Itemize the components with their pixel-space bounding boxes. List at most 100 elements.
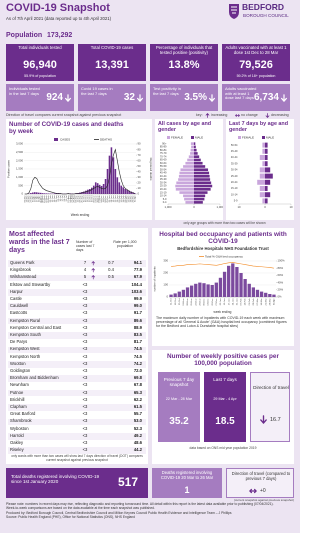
row-band xyxy=(8,361,146,368)
panel-title: Last 7 days by age and gender xyxy=(229,121,289,134)
bar xyxy=(194,152,198,155)
bar xyxy=(116,177,119,194)
ward-rate-total: 91.7 xyxy=(133,310,142,316)
footer-text: Source: Public Health England (PHE), Off… xyxy=(6,515,135,520)
arrow-path xyxy=(205,112,210,118)
x-tick-label: 08-Jan xyxy=(111,195,113,202)
ward-name: Kempston West xyxy=(10,346,40,352)
bar xyxy=(259,192,265,198)
y2-tick-label: 100% xyxy=(278,259,286,263)
x-tick-label: 26-Jun xyxy=(56,195,58,202)
bar xyxy=(214,282,218,297)
bar xyxy=(185,287,190,297)
x-tick-label: 18-Oct xyxy=(174,298,177,305)
x-tick-label: 11-Sep xyxy=(78,195,80,203)
y-tick-label: 20-24 xyxy=(160,187,167,191)
bar xyxy=(259,186,265,191)
section-title: Hospital bed occupancy and patients with… xyxy=(159,231,287,246)
y-tick-label: 10-14 xyxy=(231,192,238,196)
ward-name: Kempston South xyxy=(10,332,41,337)
legend-swatch xyxy=(191,136,194,139)
x-tick-label: 05-Feb xyxy=(119,195,121,203)
bar xyxy=(185,201,194,204)
y-tick-label: 0 xyxy=(21,192,23,196)
x-tick-label: 21-Feb xyxy=(249,298,251,306)
ward-cases: <3 xyxy=(82,418,88,424)
x-tick-label: 14-Mar xyxy=(260,298,263,305)
ward-rate-total: 99.9 xyxy=(133,296,142,301)
x-tick-label: 13-Dec xyxy=(208,298,210,306)
row-band xyxy=(8,303,146,310)
x-tick-label: 19-Mar xyxy=(130,195,133,202)
x-tick-label: 25-Oct xyxy=(178,298,181,305)
rate-label: Last 7 days xyxy=(213,377,237,382)
row-band xyxy=(8,274,146,282)
bar xyxy=(190,148,194,152)
section-title: Most affected wards in the last 7 days xyxy=(9,231,70,255)
tile-value: 517 xyxy=(117,475,138,489)
x-tick-label: 26-Feb xyxy=(125,195,127,203)
bar xyxy=(265,186,268,191)
ward-cases: <3 xyxy=(82,303,88,309)
bar xyxy=(231,263,235,297)
y-tick-label: 10-14 xyxy=(160,194,167,198)
bar xyxy=(194,142,196,145)
rate-label: Direction of travel xyxy=(253,385,289,390)
rate-box: Direction of travel 16.7 xyxy=(250,372,290,442)
y-tick-label: 35-39 xyxy=(231,161,238,165)
x-tick-label: 1,000 xyxy=(217,205,224,209)
bar xyxy=(179,171,194,175)
bar xyxy=(189,285,194,297)
bar xyxy=(128,190,130,194)
bar xyxy=(134,193,136,194)
rate-box: Previous 7 day snapshot 22 Mar - 28 Mar 35… xyxy=(158,372,200,442)
x-tick-label: 31-Jul xyxy=(66,195,68,201)
bar xyxy=(194,161,203,165)
y-tick-label: 35-39 xyxy=(160,177,167,181)
ward-rate-7day: 0.4 xyxy=(108,267,114,273)
bar xyxy=(124,189,126,194)
ward-cases: 7 xyxy=(83,260,87,265)
tile-value: 13,391 xyxy=(95,59,129,71)
panel-title: All cases by age and gender xyxy=(158,121,212,134)
ward-cases: <3 xyxy=(82,332,88,337)
legend-label: DEATHS xyxy=(100,137,112,141)
tile-label: Total individuals tested xyxy=(18,45,62,50)
y-tick-label: 25-29 xyxy=(231,174,238,178)
bar xyxy=(206,284,210,297)
y2-tick-label: 20 xyxy=(138,181,142,185)
y-tick-label: 300 xyxy=(163,259,168,263)
bar xyxy=(87,189,89,194)
bar xyxy=(251,287,256,297)
ward-cases: <3 xyxy=(82,375,88,381)
tile-value: 13.8% xyxy=(168,59,200,71)
section-subtitle: Bedfordshire Hospitals NHS Foundation Tr… xyxy=(177,246,269,251)
y2-tick-label: 60 xyxy=(138,158,142,162)
direction-arrow xyxy=(91,275,95,280)
x-tick-label: 31-Jan xyxy=(236,298,238,305)
age-note: only age groups with more than two cases… xyxy=(183,220,266,225)
x-tick-label: 20-Nov xyxy=(97,195,99,203)
bar xyxy=(194,165,206,168)
x-tick-label: 1,000 xyxy=(165,205,172,209)
bar xyxy=(265,142,268,148)
x-tick-label: 08-May xyxy=(42,195,44,203)
ward-rate-total: 99.0 xyxy=(133,303,142,309)
ward-name: Kempston North xyxy=(10,353,41,359)
tile-label: Direction of travel (compared to previou… xyxy=(231,471,291,481)
legend-label: Total % G&A bed occupancy xyxy=(205,254,243,258)
population-value: 173,292 xyxy=(47,32,73,39)
bar xyxy=(169,294,173,297)
bar xyxy=(30,193,32,194)
x-tick-label: 28-Mar xyxy=(268,298,271,305)
bar xyxy=(194,184,213,188)
ward-name: Riseley xyxy=(10,447,24,453)
bar xyxy=(112,157,115,194)
ward-cases: <3 xyxy=(82,296,88,301)
bar xyxy=(194,168,209,172)
ward-name: Putnoe xyxy=(10,389,24,395)
x-tick-label: 07-Mar xyxy=(256,298,259,305)
ward-rate-total: 67.8 xyxy=(133,382,142,388)
x-tick-label: 20-Dec xyxy=(212,298,214,306)
tile-label: Adults vaccinated with at least 1 dose 1… xyxy=(225,45,287,55)
